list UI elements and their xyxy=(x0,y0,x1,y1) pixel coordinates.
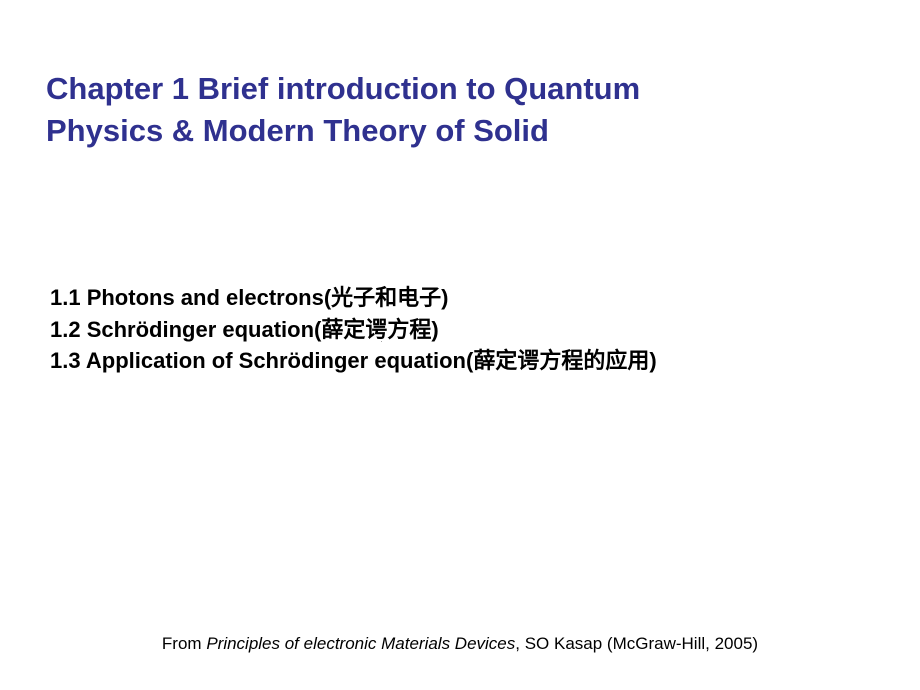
citation-suffix: , SO Kasap (McGraw-Hill, 2005) xyxy=(515,634,758,653)
table-of-contents: 1.1 Photons and electrons(光子和电子) 1.2 Sch… xyxy=(46,282,874,378)
toc-item: 1.1 Photons and electrons(光子和电子) xyxy=(50,282,874,314)
citation-prefix: From xyxy=(162,634,206,653)
chapter-title-line1: Chapter 1 Brief introduction to Quantum xyxy=(46,68,874,110)
citation: From Principles of electronic Materials … xyxy=(0,634,920,654)
citation-title: Principles of electronic Materials Devic… xyxy=(206,634,515,653)
chapter-title: Chapter 1 Brief introduction to Quantum … xyxy=(46,68,874,152)
chapter-title-line2: Physics & Modern Theory of Solid xyxy=(46,110,874,152)
fineprint-marker: · xyxy=(380,336,383,346)
slide: Chapter 1 Brief introduction to Quantum … xyxy=(0,0,920,690)
toc-item: 1.2 Schrödinger equation(薛定谔方程) xyxy=(50,314,874,346)
toc-item: 1.3 Application of Schrödinger equation(… xyxy=(50,345,874,377)
